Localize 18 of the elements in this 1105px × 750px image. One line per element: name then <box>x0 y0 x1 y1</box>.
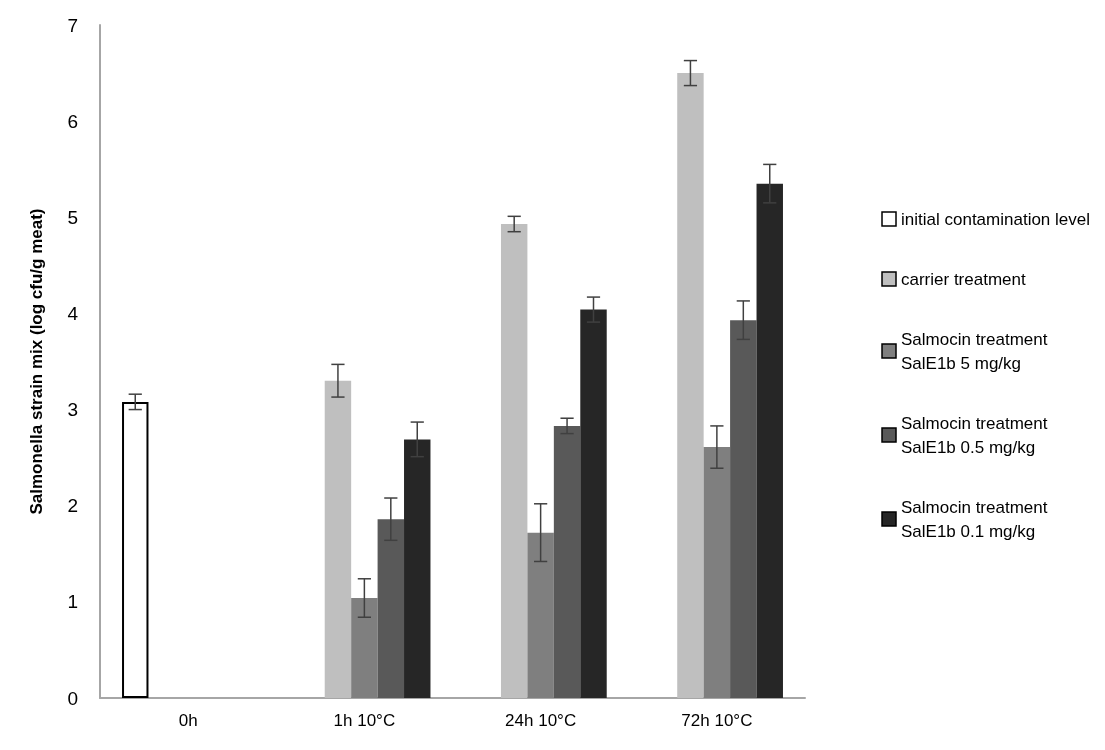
y-tick-label: 5 <box>67 206 78 228</box>
legend-label: carrier treatment <box>901 269 1026 289</box>
y-tick-label: 4 <box>67 302 79 324</box>
y-tick-label: 7 <box>67 14 78 36</box>
legend-label: initial contamination level <box>901 209 1091 229</box>
y-tick-label: 2 <box>67 495 78 517</box>
legend-label: Salmocin treatment SalE1b 0.1 mg/kg <box>901 497 1048 541</box>
x-tick-label: 0h <box>178 711 198 730</box>
y-axis-title: Salmonella strain mix (log cfu/g meat) <box>27 208 46 515</box>
y-tick-label: 1 <box>67 591 78 613</box>
y-tick-label: 3 <box>67 399 78 421</box>
x-tick-label: 72h 10°C <box>681 711 753 730</box>
y-tick-label: 0 <box>67 687 78 709</box>
x-tick-label: 1h 10°C <box>333 711 396 730</box>
y-tick-label: 6 <box>67 110 78 132</box>
x-tick-label: 24h 10°C <box>505 711 577 730</box>
legend-label: Salmocin treatment SalE1b 5 mg/kg <box>901 329 1048 373</box>
legend-label: Salmocin treatment SalE1b 0.5 mg/kg <box>901 413 1048 457</box>
